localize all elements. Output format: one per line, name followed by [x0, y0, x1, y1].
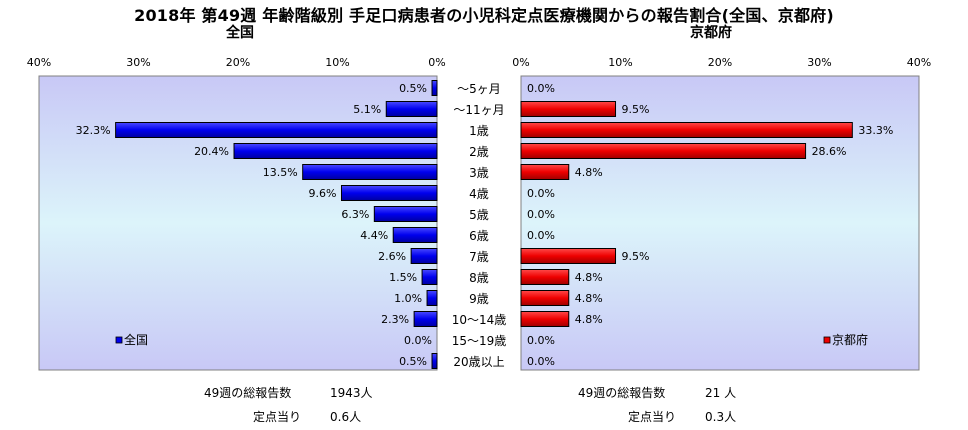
national-panel-title: 全国 — [226, 25, 254, 41]
national-data-label: 0.5% — [399, 82, 427, 95]
category-label: 6歳 — [469, 229, 489, 243]
kyoto-bar — [520, 248, 617, 264]
national-per-site-label: 定点当り — [253, 410, 302, 424]
national-bar — [385, 101, 438, 117]
national-bar — [431, 353, 438, 369]
kyoto-tick-label: 40% — [907, 56, 931, 69]
kyoto-data-label: 0.0% — [527, 355, 555, 368]
category-label: 4歳 — [469, 187, 489, 201]
national-bar — [373, 206, 438, 222]
national-bar — [392, 227, 438, 243]
category-label: ～11ヶ月 — [453, 103, 504, 117]
kyoto-per-site-value: 0.3人 — [705, 410, 737, 424]
category-label: 10～14歳 — [452, 313, 507, 327]
category-label: 9歳 — [469, 292, 489, 306]
national-tick-label: 10% — [325, 56, 349, 69]
kyoto-panel-title: 京都府 — [690, 25, 732, 41]
national-data-label: 9.6% — [309, 187, 337, 200]
category-label: 3歳 — [469, 166, 489, 180]
national-bar — [233, 143, 438, 159]
category-label: ～5ヶ月 — [457, 82, 501, 96]
national-bar — [431, 80, 438, 96]
kyoto-data-label: 4.8% — [575, 313, 603, 326]
national-tick-label: 20% — [226, 56, 250, 69]
kyoto-data-label: 0.0% — [527, 82, 555, 95]
kyoto-data-label: 4.8% — [575, 166, 603, 179]
kyoto-per-site-label: 定点当り — [628, 410, 677, 424]
national-data-label: 13.5% — [263, 166, 298, 179]
national-data-label: 2.6% — [378, 250, 406, 263]
national-data-label: 0.5% — [399, 355, 427, 368]
kyoto-legend-label: 京都府 — [832, 332, 868, 347]
kyoto-data-label: 0.0% — [527, 229, 555, 242]
kyoto-data-label: 33.3% — [858, 124, 893, 137]
kyoto-data-label: 0.0% — [527, 334, 555, 347]
national-total-value: 1943人 — [330, 386, 373, 400]
kyoto-tick-label: 20% — [708, 56, 732, 69]
national-tick-label: 40% — [27, 56, 51, 69]
national-data-label: 5.1% — [353, 103, 381, 116]
category-label: 2歳 — [469, 145, 489, 159]
national-bar — [426, 290, 438, 306]
national-data-label: 4.4% — [360, 229, 388, 242]
kyoto-bar — [520, 164, 570, 180]
kyoto-data-label: 0.0% — [527, 187, 555, 200]
kyoto-bar — [520, 290, 570, 306]
national-bar — [115, 122, 438, 138]
kyoto-data-label: 0.0% — [527, 208, 555, 221]
category-label: 7歳 — [469, 250, 489, 264]
kyoto-tick-label: 0% — [512, 56, 529, 69]
kyoto-bar — [520, 143, 807, 159]
national-legend-swatch — [115, 336, 123, 344]
kyoto-bar — [520, 311, 570, 327]
kyoto-total-value: 21 人 — [705, 386, 737, 400]
chart-title: 2018年 第49週 年齢階級別 手足口病患者の小児科定点医療機関からの報告割合… — [134, 6, 834, 25]
kyoto-data-label: 9.5% — [622, 103, 650, 116]
kyoto-legend-swatch — [823, 336, 831, 344]
national-data-label: 6.3% — [341, 208, 369, 221]
national-data-label: 0.0% — [404, 334, 432, 347]
kyoto-tick-label: 10% — [608, 56, 632, 69]
national-data-label: 2.3% — [381, 313, 409, 326]
category-label: 20歳以上 — [453, 355, 504, 369]
national-data-label: 32.3% — [76, 124, 111, 137]
national-bar — [421, 269, 438, 285]
national-bar — [410, 248, 438, 264]
category-label: 1歳 — [469, 124, 489, 138]
national-data-label: 1.0% — [394, 292, 422, 305]
kyoto-data-label: 28.6% — [812, 145, 847, 158]
national-per-site-value: 0.6人 — [330, 410, 362, 424]
national-tick-label: 0% — [428, 56, 445, 69]
kyoto-data-label: 9.5% — [622, 250, 650, 263]
national-legend-label: 全国 — [124, 332, 148, 347]
kyoto-data-label: 4.8% — [575, 292, 603, 305]
kyoto-data-label: 4.8% — [575, 271, 603, 284]
national-bar — [302, 164, 438, 180]
kyoto-bar — [520, 269, 570, 285]
national-data-label: 20.4% — [194, 145, 229, 158]
national-data-label: 1.5% — [389, 271, 417, 284]
category-label: 15～19歳 — [452, 334, 507, 348]
kyoto-bar — [520, 101, 617, 117]
national-bar — [413, 311, 438, 327]
category-label: 5歳 — [469, 208, 489, 222]
national-bar — [340, 185, 438, 201]
category-label: 8歳 — [469, 271, 489, 285]
national-plot-area — [38, 75, 438, 371]
kyoto-bar — [520, 122, 853, 138]
national-total-label: 49週の総報告数 — [204, 386, 292, 400]
national-tick-label: 30% — [126, 56, 150, 69]
kyoto-tick-label: 30% — [807, 56, 831, 69]
kyoto-total-label: 49週の総報告数 — [578, 386, 666, 400]
